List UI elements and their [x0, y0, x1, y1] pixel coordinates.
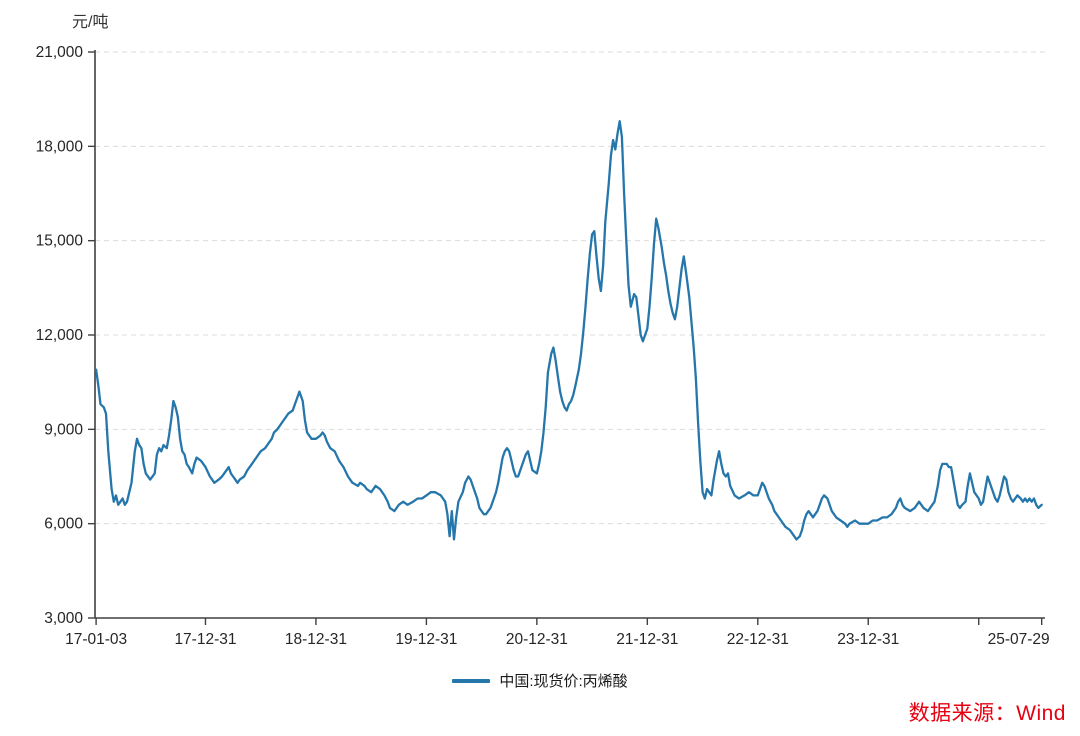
- y-tick-label: 3,000: [44, 610, 83, 627]
- y-tick-label: 9,000: [44, 421, 83, 438]
- y-tick-label: 15,000: [36, 233, 84, 250]
- y-tick-label: 6,000: [44, 516, 83, 533]
- y-tick-label: 18,000: [36, 138, 84, 155]
- x-tick-label: 18-12-31: [285, 631, 347, 648]
- x-tick-label: 20-12-31: [506, 631, 568, 648]
- legend-series-label: 中国:现货价:丙烯酸: [499, 673, 628, 690]
- x-tick-label: 19-12-31: [395, 631, 457, 648]
- x-tick-label: 25-07-29: [988, 631, 1050, 648]
- legend-line-swatch: [452, 678, 491, 683]
- x-tick-label: 21-12-31: [616, 631, 678, 648]
- x-tick-label: 23-12-31: [837, 631, 899, 648]
- y-tick-label: 12,000: [36, 327, 84, 344]
- x-tick-label: 17-01-03: [65, 631, 127, 648]
- price-series-line: [94, 120, 1043, 541]
- x-tick-label: 17-12-31: [174, 631, 236, 648]
- x-tick-label: 22-12-31: [727, 631, 789, 648]
- y-tick-label: 21,000: [36, 44, 84, 61]
- y-axis-unit-label: 元/吨: [72, 14, 109, 31]
- legend: 中国:现货价:丙烯酸: [0, 670, 1080, 691]
- data-source-label: 数据来源：Wind: [908, 702, 1066, 725]
